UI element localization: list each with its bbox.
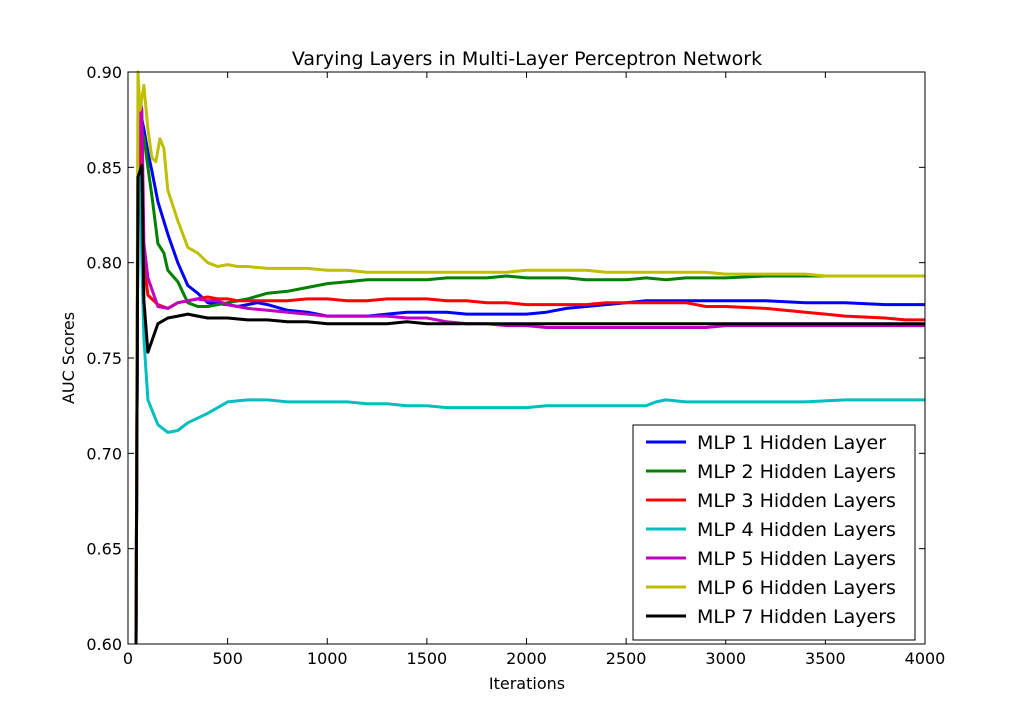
chart-title: Varying Layers in Multi-Layer Perceptron…	[292, 48, 762, 70]
legend-label: MLP 3 Hidden Layers	[697, 490, 896, 512]
series-line-2	[134, 127, 925, 645]
legend-box	[632, 424, 916, 641]
y-tick-label: 0.85	[86, 158, 122, 177]
x-tick-label: 3500	[805, 649, 846, 668]
y-tick-label: 0.70	[86, 444, 122, 463]
y-axis-label: AUC Scores	[59, 312, 78, 404]
series-line-7	[134, 163, 925, 645]
y-tick-label: 0.60	[86, 635, 122, 654]
x-tick-label: 500	[212, 649, 243, 668]
x-tick-label: 2000	[506, 649, 547, 668]
legend-label: MLP 1 Hidden Layer	[697, 432, 886, 454]
x-axis: 0 500 1000 1500 2000 2500 3000 3500 4000	[123, 72, 945, 668]
x-tick-label: 4000	[905, 649, 946, 668]
x-tick-label: 2500	[606, 649, 647, 668]
y-axis: 0.60 0.65 0.70 0.75 0.80 0.85 0.90	[86, 63, 925, 654]
legend-label: MLP 2 Hidden Layers	[697, 461, 896, 483]
x-axis-label: Iterations	[489, 674, 565, 693]
y-tick-label: 0.80	[86, 254, 122, 273]
series-line-4	[134, 165, 925, 645]
x-tick-label: 3000	[705, 649, 746, 668]
x-tick-label: 1000	[307, 649, 348, 668]
legend-label: MLP 4 Hidden Layers	[697, 519, 896, 541]
legend: MLP 1 Hidden Layer MLP 2 Hidden Layers MLP…	[632, 424, 916, 641]
legend-label: MLP 7 Hidden Layers	[697, 606, 896, 628]
legend-label: MLP 6 Hidden Layers	[697, 577, 896, 599]
series-layer	[134, 70, 925, 645]
x-tick-label: 1500	[407, 649, 448, 668]
y-tick-label: 0.65	[86, 540, 122, 559]
series-line-5	[134, 99, 925, 645]
y-tick-label: 0.90	[86, 63, 122, 82]
legend-label: MLP 5 Hidden Layers	[697, 548, 896, 570]
series-line-6	[134, 70, 925, 645]
y-tick-label: 0.75	[86, 349, 122, 368]
x-tick-label: 0	[123, 649, 133, 668]
